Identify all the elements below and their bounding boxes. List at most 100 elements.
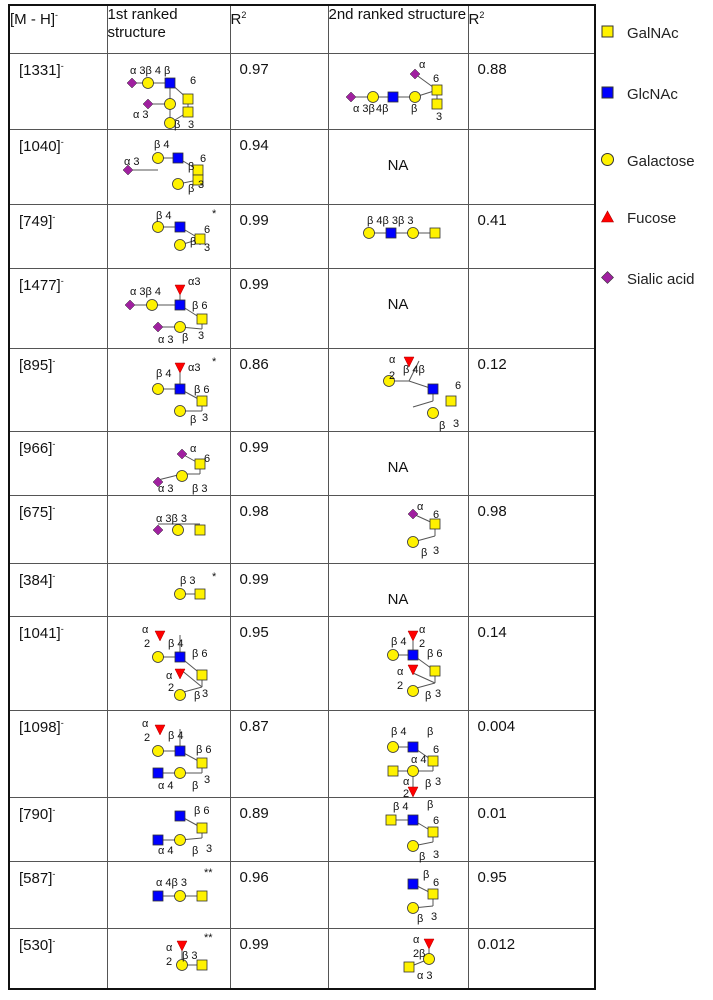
r2-second-value: 0.004 — [477, 717, 516, 735]
ion-charge: - — [52, 804, 56, 815]
r2-second-cell: 0.01 — [467, 796, 596, 862]
r2-second-cell: 0.14 — [467, 615, 596, 711]
r2-second-value: 0.88 — [477, 60, 507, 78]
galactose-residue — [408, 90, 421, 103]
ion-value: [384] — [19, 571, 53, 589]
legend-label: GlcNAc — [627, 86, 678, 103]
r2-second-cell: 0.98 — [467, 494, 596, 564]
linkage-label: 2 — [168, 682, 174, 694]
linkage-label: β — [192, 780, 198, 792]
ion-charge: - — [52, 438, 56, 449]
linkage-label: 3 — [433, 545, 439, 557]
glycan-svg: α α 3β 4β β 3 6 — [345, 59, 442, 123]
galnac-residue — [431, 98, 442, 109]
galnac-residue — [429, 227, 440, 238]
glycan-svg: α6 β 3 — [406, 501, 440, 559]
r2-first-cell: 0.99 — [229, 203, 329, 269]
r2-second-cell — [467, 430, 596, 496]
ion-value: [1041] — [19, 624, 61, 642]
galnac-residue — [196, 395, 207, 406]
glcnac-residue — [174, 745, 185, 756]
header-first-structure: 1st ranked structure — [106, 4, 231, 54]
table-row: [895]- β 4 * α3 β 6 β 3 0.86 α 2 β 4β 6 β 3 0.12 — [8, 347, 596, 432]
linkage-label: α 3β 3 — [156, 513, 187, 525]
linkage-label: β — [439, 420, 445, 432]
r2-second-value: 0.01 — [477, 804, 507, 822]
galactose-residue — [406, 535, 419, 548]
legend-label: Fucose — [627, 210, 677, 227]
r2-second-cell — [467, 267, 596, 349]
sialic-acid-residue — [345, 91, 356, 102]
galactose-residue — [173, 238, 186, 251]
galnac-residue — [182, 93, 193, 104]
sialic-acid-diamond-icon — [601, 271, 614, 284]
r2-first-value: 0.99 — [239, 570, 269, 588]
r2-first-cell: 0.95 — [229, 615, 329, 711]
r2-second-cell — [467, 562, 596, 617]
linkage-label: β 4 — [391, 726, 407, 738]
galnac-residue — [403, 961, 414, 972]
ion-cell: [1040]- — [8, 128, 108, 205]
ion-charge: - — [60, 60, 64, 71]
galnac-residue — [194, 233, 205, 244]
linkage-label: ** — [204, 932, 213, 944]
sialic-acid-residue — [407, 508, 418, 519]
galnac-residue — [196, 890, 207, 901]
first-structure-cell: α 4β 3 ** — [106, 860, 231, 929]
galactose-residue — [151, 744, 164, 757]
ion-cell: [895]- — [8, 347, 108, 432]
linkage-label: β 6 — [192, 300, 208, 312]
ion-charge: - — [52, 355, 56, 366]
r2-first-value: 0.98 — [239, 502, 269, 520]
glycan-structure — [329, 269, 468, 348]
linkage-label: 3 — [436, 111, 442, 123]
linkage-label: β — [164, 65, 170, 77]
galnac-residue — [196, 822, 207, 833]
galactose-residue — [175, 469, 188, 482]
linkage-label: α 3 — [158, 483, 174, 495]
linkage-label: β — [411, 103, 417, 115]
fucose-residue — [403, 356, 414, 368]
galactose-residue — [406, 764, 419, 777]
second-structure-cell: α α 3β 4β β 3 6 — [327, 52, 469, 130]
linkage-label: β 3 — [180, 575, 196, 587]
galnac-residue — [192, 174, 203, 185]
linkage-label: α — [166, 670, 173, 682]
r2-first-value: 0.89 — [239, 804, 269, 822]
linkage-label: 3 — [202, 688, 208, 700]
fucose-residue — [423, 938, 434, 950]
r2-first-value: 0.96 — [239, 868, 269, 886]
legend-item-galnac: GalNAc — [600, 22, 713, 44]
ion-value: [587] — [19, 869, 53, 887]
linkage-label: α — [166, 942, 173, 954]
ion-charge: - — [60, 275, 64, 286]
linkage-label: β 4β — [403, 364, 425, 376]
galnac-residue — [431, 84, 442, 95]
linkage-label: 6 — [433, 744, 439, 756]
r2-second-value: 0.012 — [477, 935, 516, 953]
linkage-label: 3 — [435, 688, 441, 700]
linkage-label: β 4 — [156, 368, 172, 380]
fucose-residue — [174, 362, 185, 374]
glycan-structure: α α 3β 4β β 3 6 — [329, 54, 468, 129]
second-structure-cell: NA — [327, 128, 469, 205]
linkage-label: β — [421, 547, 427, 559]
sialic-acid-residue — [126, 77, 137, 88]
table-row: [749]- β 4 * β 6 3 0.99 β 4β 3β 3 0.41 — [8, 203, 596, 269]
galnac-square-icon — [601, 25, 614, 38]
linkage-label: α — [419, 59, 426, 71]
glcnac-residue — [174, 383, 185, 394]
galactose-residue — [173, 688, 186, 701]
